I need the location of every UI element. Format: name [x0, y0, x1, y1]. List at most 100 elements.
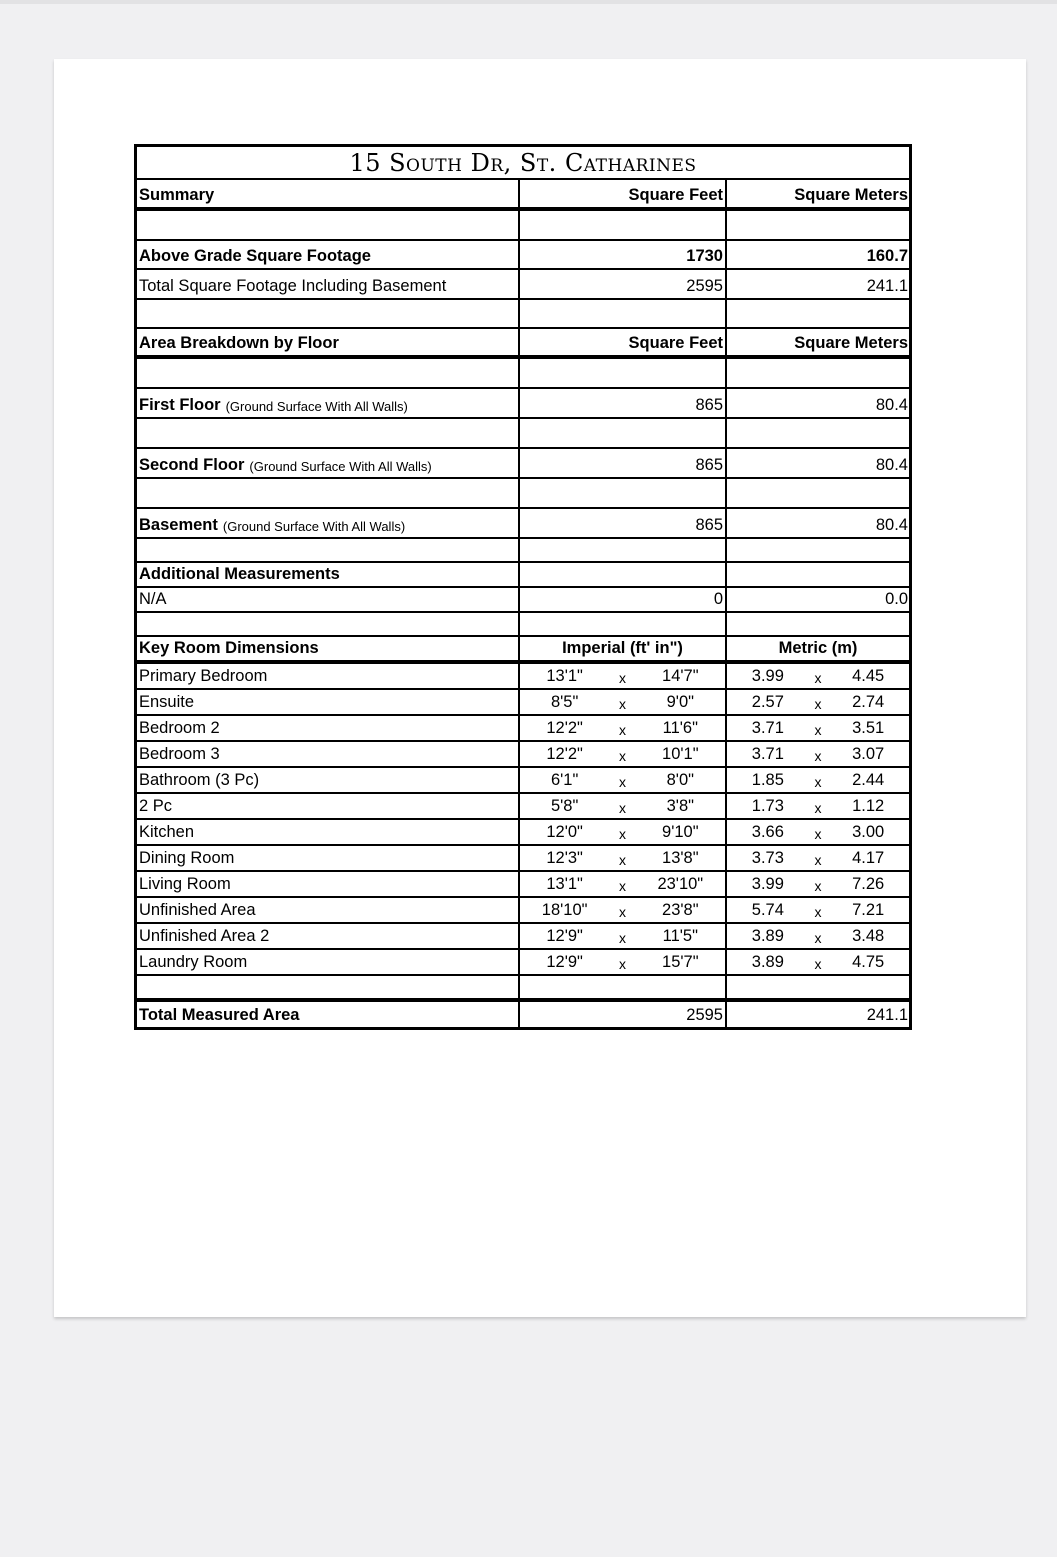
rooms-header: Key Room Dimensions Imperial (ft' in") Met…: [137, 637, 909, 664]
dim-b: 4.75: [852, 953, 885, 971]
cell: [727, 359, 909, 387]
dim-x: x: [814, 904, 822, 920]
cell: [520, 613, 727, 635]
dim-x: x: [814, 826, 822, 842]
metric-dims: 1.73 x 1.12: [727, 794, 909, 818]
viewer-top-bar: [0, 0, 1057, 4]
dim-a: 12'0": [546, 823, 583, 841]
imperial-dims: 5'8" x 3'8": [520, 794, 727, 818]
room-row: Bathroom (3 Pc) 6'1" x 8'0" 1.85 x 2.44: [137, 768, 909, 794]
dim-x: x: [618, 670, 626, 686]
dim-b: 11'6": [662, 719, 698, 737]
dim-a: 3.99: [751, 667, 784, 685]
room-name: Dining Room: [137, 846, 520, 870]
cell: Square Feet: [520, 180, 727, 207]
imperial-dims: 12'2" x 11'6": [520, 716, 727, 740]
dim-a: 1.85: [751, 771, 784, 789]
dim-x: x: [814, 930, 822, 946]
cell: [137, 539, 520, 561]
cell: [727, 563, 909, 586]
room-row: 2 Pc 5'8" x 3'8" 1.73 x 1.12: [137, 794, 909, 820]
floor-note: (Ground Surface With All Walls): [225, 399, 408, 414]
dim-b: 23'8": [662, 901, 699, 919]
cell: [137, 359, 520, 387]
blank-row: [137, 419, 909, 449]
room-name: Bedroom 2: [137, 716, 520, 740]
cell: [137, 479, 520, 507]
floor-row: First Floor (Ground Surface With All Wall…: [137, 389, 909, 419]
cell: Square Meters: [794, 334, 908, 352]
dim-b: 10'1": [662, 745, 699, 763]
blank-row: [137, 211, 909, 241]
summary-header: Summary Square Feet Square Meters: [137, 180, 909, 211]
dim-a: 12'2": [546, 745, 583, 763]
cell: [137, 419, 520, 447]
imperial-dims: 12'3" x 13'8": [520, 846, 727, 870]
cell: [520, 359, 727, 387]
cell: Area Breakdown by Floor: [137, 329, 520, 355]
floor-name: Basement: [139, 516, 218, 534]
dim-a: 5'8": [550, 797, 579, 815]
metric-dims: 1.85 x 2.44: [727, 768, 909, 792]
room-row: Bedroom 3 12'2" x 10'1" 3.71 x 3.07: [137, 742, 909, 768]
blank-row: [137, 613, 909, 637]
dim-b: 15'7": [662, 953, 699, 971]
cell: [520, 211, 727, 239]
room-name: Ensuite: [137, 690, 520, 714]
room-row: Unfinished Area 18'10" x 23'8" 5.74 x 7.21: [137, 898, 909, 924]
cell: 160.7: [866, 247, 908, 265]
room-row: Kitchen 12'0" x 9'10" 3.66 x 3.00: [137, 820, 909, 846]
dim-a: 1.73: [751, 797, 784, 815]
cell: 1730: [520, 241, 727, 268]
dim-x: x: [618, 696, 626, 712]
dim-x: x: [618, 722, 626, 738]
dim-a: 12'2": [546, 719, 583, 737]
dim-b: 4.45: [852, 667, 885, 685]
metric-dims: 3.89 x 4.75: [727, 950, 909, 974]
cell: [727, 211, 909, 239]
dim-x: x: [618, 748, 626, 764]
cell: Above Grade Square Footage: [137, 241, 520, 268]
imperial-dims: 12'9" x 15'7": [520, 950, 727, 974]
cell: [137, 211, 520, 239]
imperial-dims: 6'1" x 8'0": [520, 768, 727, 792]
floor-label: Basement (Ground Surface With All Walls): [137, 509, 520, 537]
metric-dims: 3.66 x 3.00: [727, 820, 909, 844]
dim-a: 13'1": [546, 667, 583, 685]
dim-x: x: [618, 904, 626, 920]
cell: [520, 976, 727, 998]
room-row: Ensuite 8'5" x 9'0" 2.57 x 2.74: [137, 690, 909, 716]
dim-b: 23'10": [657, 875, 704, 893]
dim-b: 4.17: [852, 849, 885, 867]
cell: 865: [520, 449, 727, 477]
dim-x: x: [618, 774, 626, 790]
cell: N/A: [137, 588, 520, 611]
cell: 241.1: [866, 1006, 908, 1024]
dim-x: x: [814, 878, 822, 894]
dim-x: x: [618, 930, 626, 946]
cell: 0: [520, 588, 727, 611]
room-name: Bedroom 3: [137, 742, 520, 766]
floor-row: Basement (Ground Surface With All Walls) 8…: [137, 509, 909, 539]
dim-x: x: [814, 670, 822, 686]
dim-a: 5.74: [751, 901, 784, 919]
room-row: Living Room 13'1" x 23'10" 3.99 x 7.26: [137, 872, 909, 898]
room-row: Bedroom 2 12'2" x 11'6" 3.71 x 3.51: [137, 716, 909, 742]
dim-b: 3.48: [852, 927, 885, 945]
cell: 865: [520, 389, 727, 417]
cell: 80.4: [875, 456, 908, 474]
cell: 80.4: [875, 396, 908, 414]
additional-header: Additional Measurements: [137, 563, 909, 588]
dim-a: 18'10": [541, 901, 588, 919]
dim-b: 3.00: [852, 823, 885, 841]
cell: Total Measured Area: [137, 1002, 520, 1027]
cell: Total Square Footage Including Basement: [137, 270, 520, 298]
dim-a: 13'1": [546, 875, 583, 893]
imperial-dims: 13'1" x 23'10": [520, 872, 727, 896]
total-row: Total Measured Area 2595 241.1: [137, 1002, 909, 1027]
floor-row: Second Floor (Ground Surface With All Wal…: [137, 449, 909, 479]
dim-a: 3.73: [751, 849, 784, 867]
cell: [520, 539, 727, 561]
metric-dims: 3.71 x 3.51: [727, 716, 909, 740]
room-name: Kitchen: [137, 820, 520, 844]
